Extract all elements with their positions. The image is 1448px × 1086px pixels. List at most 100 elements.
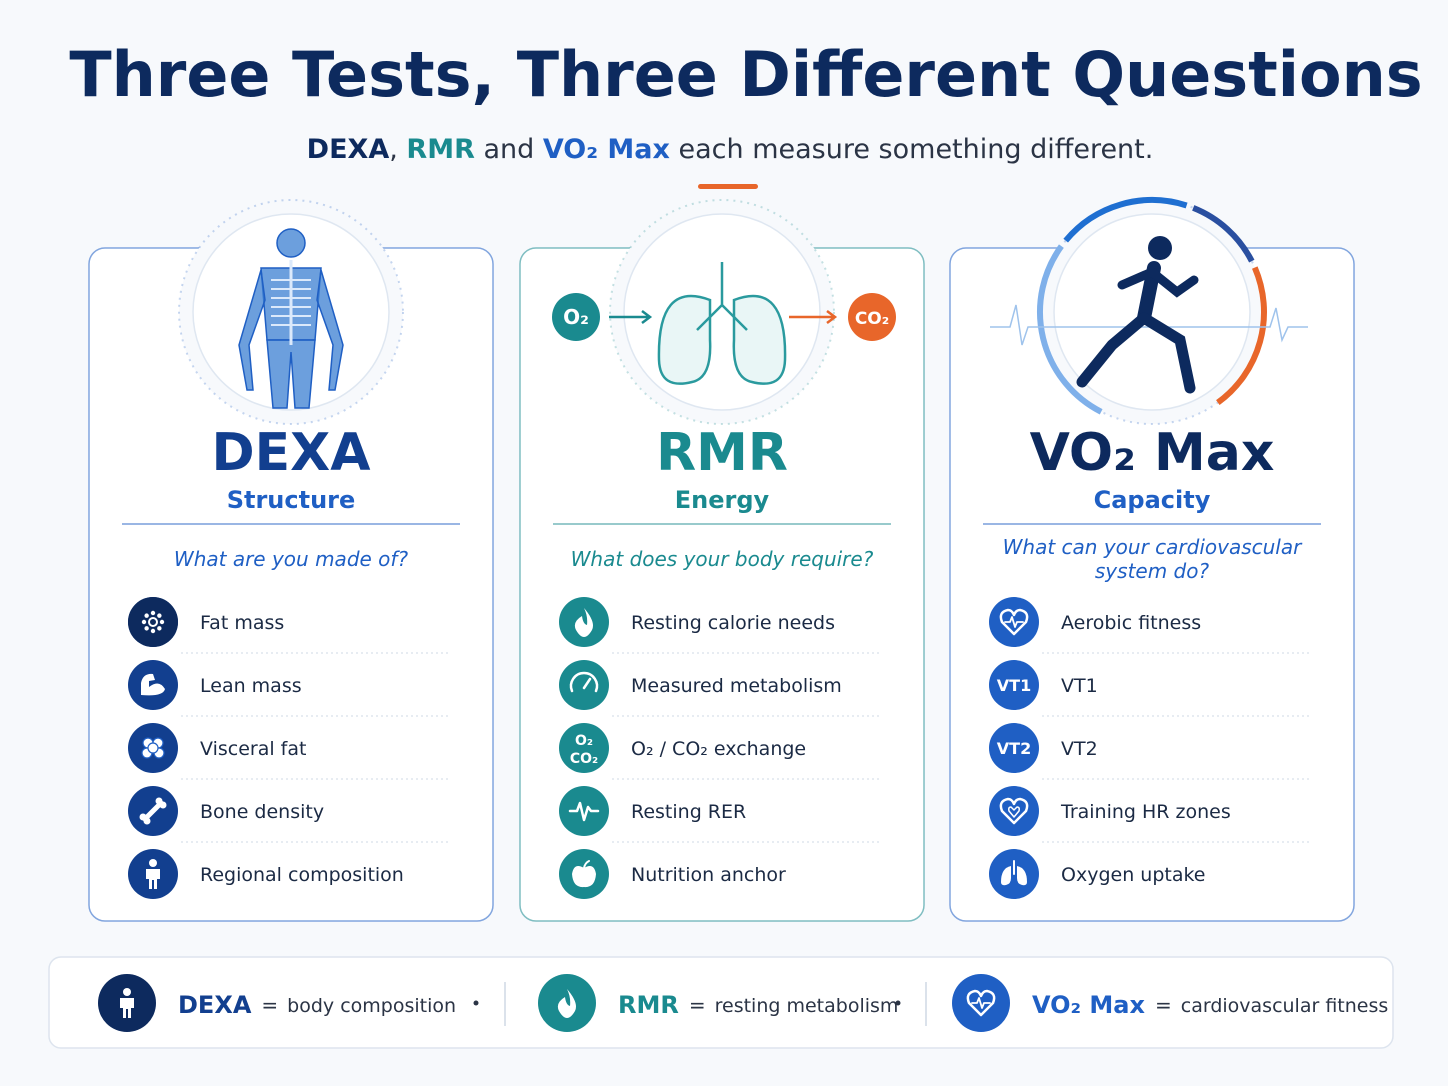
icon-glyph (572, 860, 596, 888)
dot (150, 610, 156, 616)
dot (148, 617, 158, 627)
runner-leg2 (1138, 312, 1196, 394)
apple (572, 866, 596, 888)
dot (144, 613, 149, 618)
gas-badge (848, 293, 896, 341)
gauge-arc (1063, 197, 1188, 243)
heart-inner (1008, 806, 1020, 818)
bone-end (155, 797, 163, 805)
item-icon (559, 660, 609, 710)
card-question: system do? (1095, 559, 1210, 583)
icon-glyph (1001, 860, 1027, 886)
gauge-arc (1037, 244, 1103, 415)
item-label: Measured metabolism (631, 675, 842, 697)
summary-icon (538, 974, 596, 1032)
gauge-arc (1216, 266, 1267, 406)
lung (1001, 866, 1011, 886)
summary-name: RMR (618, 991, 679, 1019)
card-question: What can your cardiovascular (1003, 535, 1303, 559)
item-icon (989, 786, 1039, 836)
subtitle-part: DEXA (307, 134, 390, 165)
dot (159, 619, 165, 625)
accent-bar (698, 184, 758, 189)
body-scan (238, 228, 344, 409)
item-label: Regional composition (200, 864, 404, 886)
arrow-out (789, 310, 838, 324)
lungs (657, 262, 787, 385)
subtitle-part: and (475, 134, 543, 165)
gauge-arc (1192, 205, 1255, 263)
subtitle-part: VO₂ Max (543, 134, 670, 165)
lung-r (732, 294, 787, 385)
ecg (568, 801, 600, 822)
arm-r (316, 269, 344, 391)
trachea (696, 262, 748, 331)
summary-dot (473, 1000, 479, 1006)
card-focus: Structure (227, 486, 356, 514)
arm (141, 673, 165, 696)
item-label: Fat mass (200, 612, 284, 634)
card-focus: Energy (675, 486, 770, 514)
card-focus: Capacity (1094, 486, 1211, 514)
item-label: Lean mass (200, 675, 302, 697)
hero-circle (623, 213, 821, 411)
summary-equals: = (261, 993, 278, 1017)
icon-glyph (141, 610, 165, 634)
item-label: O₂ / CO₂ exchange (631, 738, 806, 760)
needle (582, 677, 592, 690)
icon-glyph (120, 988, 134, 1018)
item-label: Nutrition anchor (631, 864, 786, 886)
item-icon (989, 660, 1039, 710)
dot (141, 619, 147, 625)
icon-glyph (557, 989, 576, 1018)
legs (266, 339, 316, 409)
item-icon-text: VT2 (997, 739, 1031, 758)
cell (147, 742, 159, 754)
head (276, 228, 306, 258)
icon-glyph (141, 737, 165, 759)
card-title: RMR (656, 423, 788, 483)
leaf (583, 860, 590, 869)
runner-arms (1117, 266, 1199, 298)
dot (157, 613, 162, 618)
item-icon-text: VT1 (997, 676, 1031, 695)
icon-glyph (139, 797, 167, 825)
arrow-in (609, 310, 653, 324)
heart (999, 797, 1029, 825)
subtitle-part: RMR (406, 134, 475, 165)
summary-meaning: cardiovascular fitness (1181, 995, 1389, 1017)
summary-bar (48, 956, 1394, 1049)
gas-badge-label: CO₂ (855, 309, 889, 329)
summary-dot (895, 1000, 901, 1006)
icon-glyph (568, 801, 600, 822)
item-label: VT2 (1061, 738, 1098, 760)
summary-name: VO₂ Max (1032, 991, 1146, 1019)
head (149, 859, 157, 867)
icon-glyph (146, 859, 160, 889)
runner (1076, 236, 1199, 394)
item-label: Resting calorie needs (631, 612, 835, 634)
runner-head (1148, 236, 1172, 260)
item-label: Resting RER (631, 801, 746, 823)
gauge (569, 671, 599, 693)
card-title: VO₂ Max (1030, 423, 1275, 483)
icon-glyph (999, 608, 1029, 636)
icon-glyph (141, 673, 165, 696)
flame (574, 608, 593, 637)
item-label: Training HR zones (1060, 801, 1231, 823)
ecg (971, 997, 991, 1009)
card-question: What are you made of? (174, 547, 409, 571)
heart (966, 989, 996, 1017)
card-question: What does your body require? (571, 547, 874, 571)
runner-leg1 (1076, 312, 1150, 388)
subtitle-part: , (389, 134, 406, 165)
dot (157, 626, 162, 631)
summary-equals: = (689, 993, 706, 1017)
item-label: Bone density (200, 801, 324, 823)
icon-glyph (574, 608, 593, 637)
item-icon (128, 597, 178, 647)
item-label: VT1 (1061, 675, 1098, 697)
summary-meaning: body composition (287, 995, 456, 1017)
subtitle-part: each measure something different. (670, 134, 1153, 165)
